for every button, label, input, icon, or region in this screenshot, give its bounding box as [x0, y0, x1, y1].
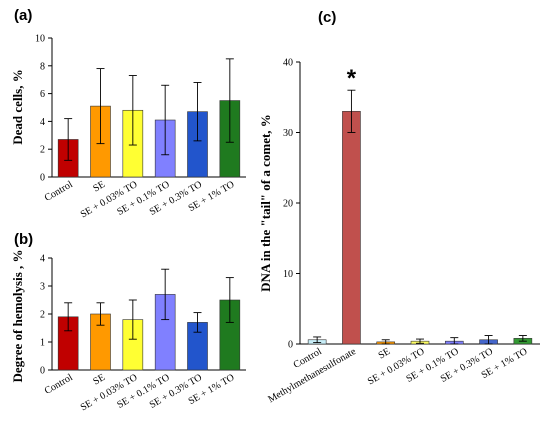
a-y-tick-label: 2	[40, 145, 45, 156]
c-y-tick-label: 20	[283, 199, 293, 210]
chart-comet-dna: 0 10 20 30 40 DNA in the "tail" of a comet, %…	[258, 58, 540, 405]
a-y-tick-label: 10	[35, 34, 45, 45]
c-significance-star: *	[347, 65, 357, 92]
c-y-label: DNA in the "tail" of a comet, %	[258, 114, 273, 292]
c-y-tick-label: 0	[288, 340, 293, 351]
panel-c-label: (c)	[318, 9, 336, 26]
a-category-label: Control	[43, 179, 75, 204]
a-y-label: Dead cells, %	[10, 69, 25, 144]
c-category-label: SE + 0.03% TO	[366, 346, 427, 387]
b-y-tick-label: 4	[40, 254, 45, 265]
c-y-tick-label: 40	[283, 58, 293, 69]
b-y-tick-label: 0	[40, 366, 45, 377]
a-y-tick-label: 4	[40, 117, 45, 128]
b-y-tick-label: 3	[40, 282, 45, 293]
c-bar	[342, 111, 361, 345]
b-category-label: Control	[43, 372, 75, 397]
c-category-label: SE	[377, 346, 393, 361]
panel-b-label: (b)	[14, 231, 33, 248]
a-y-tick-label: 6	[40, 89, 45, 100]
b-y-tick-label: 1	[40, 338, 45, 349]
b-y-label: Degree of hemolysis , %	[10, 250, 25, 383]
panel-a-label: (a)	[14, 7, 32, 24]
a-y-tick-label: 0	[40, 173, 45, 184]
c-y-tick-label: 10	[283, 269, 293, 280]
a-y-tick-label: 8	[40, 61, 45, 72]
c-y-tick-label: 30	[283, 128, 293, 139]
b-y-tick-label: 2	[40, 310, 45, 321]
a-category-label: SE	[91, 179, 107, 194]
b-category-label: SE	[91, 372, 107, 387]
